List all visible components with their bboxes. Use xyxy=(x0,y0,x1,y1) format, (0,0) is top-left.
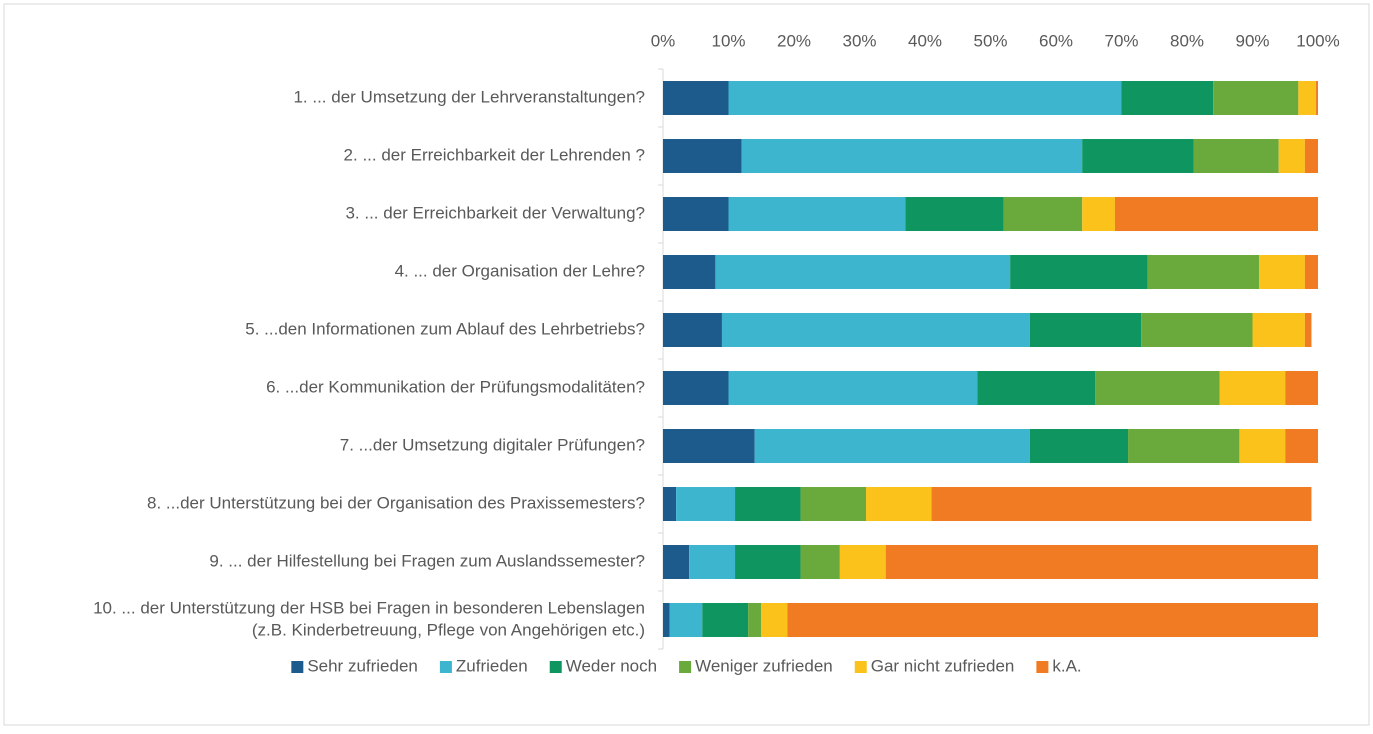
bar-segment xyxy=(1285,371,1318,405)
bar-segment xyxy=(839,545,886,579)
x-tick-label: 60% xyxy=(1039,31,1073,50)
bar-segment xyxy=(1029,429,1129,463)
category-label: 1. ... der Umsetzung der Lehrveranstaltu… xyxy=(293,87,645,106)
bar-segment xyxy=(1298,81,1317,115)
bar-segment xyxy=(663,429,755,463)
bar-segment xyxy=(1239,429,1286,463)
bar-segment xyxy=(663,371,729,405)
legend-swatch xyxy=(854,661,867,673)
bar-segment xyxy=(663,139,742,173)
bar-segment xyxy=(1193,139,1279,173)
x-tick-label: 100% xyxy=(1296,31,1339,50)
bar-segment xyxy=(787,603,1318,637)
x-tick-label: 90% xyxy=(1235,31,1269,50)
bar-segment xyxy=(663,197,729,231)
legend-swatch xyxy=(549,661,562,673)
legend-label: Gar nicht zufrieden xyxy=(871,656,1015,675)
bar-segment xyxy=(1147,255,1260,289)
bar-segment xyxy=(728,81,1122,115)
bar-segment xyxy=(1304,139,1318,173)
bar-segment xyxy=(1082,197,1115,231)
bar-segment xyxy=(1029,313,1142,347)
legend-label: Zufrieden xyxy=(456,656,528,675)
bar-segment xyxy=(885,545,1318,579)
category-label: 4. ... der Organisation der Lehre? xyxy=(395,261,645,280)
x-tick-label: 70% xyxy=(1104,31,1138,50)
category-label: 3. ... der Erreichbarkeit der Verwaltung… xyxy=(345,203,645,222)
bar-segment xyxy=(1278,139,1305,173)
bar-segment xyxy=(1316,81,1318,115)
bar-segment xyxy=(1128,429,1240,463)
bar-segment xyxy=(866,487,932,521)
category-label: 8. ...der Unterstützung bei der Organisa… xyxy=(147,493,645,512)
bar-segment xyxy=(663,545,690,579)
bar-segment xyxy=(1213,81,1299,115)
category-label: 7. ...der Umsetzung digitaler Prüfungen? xyxy=(340,435,645,454)
bar-segment xyxy=(748,603,762,637)
bar-segment xyxy=(669,603,703,637)
legend-label: k.A. xyxy=(1052,656,1081,675)
bar-segment xyxy=(931,487,1312,521)
bar-segment xyxy=(1285,429,1318,463)
bar-segment xyxy=(1010,255,1148,289)
x-tick-label: 80% xyxy=(1170,31,1204,50)
bar-segment xyxy=(1304,255,1318,289)
bar-segment xyxy=(735,545,801,579)
x-tick-label: 40% xyxy=(908,31,942,50)
bar-segment xyxy=(1114,197,1318,231)
bar-segment xyxy=(702,603,749,637)
bar-segment xyxy=(1259,255,1305,289)
bar-segment xyxy=(689,545,736,579)
legend-swatch xyxy=(679,661,692,673)
bar-segment xyxy=(1003,197,1083,231)
category-label: 5. ...den Informationen zum Ablauf des L… xyxy=(245,319,645,338)
bar-segment xyxy=(663,81,729,115)
bar-segment xyxy=(977,371,1096,405)
bar-segment xyxy=(663,255,716,289)
bar-segment xyxy=(1252,313,1305,347)
legend-label: Sehr zufrieden xyxy=(307,656,418,675)
x-tick-label: 0% xyxy=(651,31,676,50)
bar-segment xyxy=(800,487,867,521)
bar-segment xyxy=(1095,371,1220,405)
x-tick-label: 20% xyxy=(777,31,811,50)
legend-swatch xyxy=(439,661,452,673)
legend-swatch xyxy=(291,661,304,673)
bar-segment xyxy=(1141,313,1253,347)
bar-segment xyxy=(1304,313,1312,347)
bar-segment xyxy=(800,545,840,579)
bar-segment xyxy=(905,197,1004,231)
x-tick-label: 30% xyxy=(842,31,876,50)
category-label: 10. ... der Unterstützung der HSB bei Fr… xyxy=(93,598,645,617)
bar-segment xyxy=(1219,371,1286,405)
bar-segment xyxy=(735,487,801,521)
legend-label: Weniger zufrieden xyxy=(695,656,833,675)
bar-segment xyxy=(1082,139,1194,173)
x-tick-label: 10% xyxy=(711,31,745,50)
category-label: 2. ... der Erreichbarkeit der Lehrenden … xyxy=(344,145,645,164)
legend-swatch xyxy=(1036,661,1049,673)
bar-segment xyxy=(754,429,1030,463)
category-label: (z.B. Kinderbetreuung, Pflege von Angehö… xyxy=(252,620,645,639)
bar-segment xyxy=(663,313,722,347)
bar-segment xyxy=(728,371,978,405)
x-tick-label: 50% xyxy=(973,31,1007,50)
bar-segment xyxy=(741,139,1083,173)
bar-segment xyxy=(676,487,736,521)
bar-segment xyxy=(728,197,906,231)
bar-segment xyxy=(663,487,677,521)
bar-segment xyxy=(721,313,1030,347)
category-label: 6. ...der Kommunikation der Prüfungsmoda… xyxy=(266,377,645,396)
category-label: 9. ... der Hilfestellung bei Fragen zum … xyxy=(209,551,645,570)
bar-segment xyxy=(715,255,1011,289)
bar-segment xyxy=(663,603,670,637)
legend-label: Weder noch xyxy=(566,656,657,675)
bar-segment xyxy=(1121,81,1214,115)
bar-segment xyxy=(761,603,788,637)
